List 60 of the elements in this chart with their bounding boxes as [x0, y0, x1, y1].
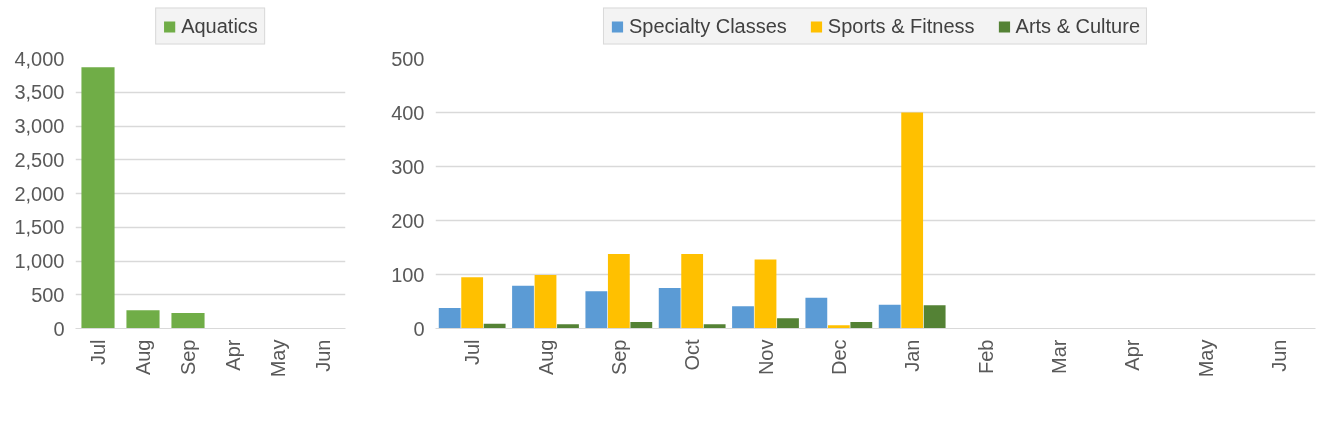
x-tick-label: Apr [1121, 339, 1144, 371]
y-tick-label: 0 [53, 317, 65, 340]
x-tick-label: Dec [827, 339, 850, 376]
x-tick-label: Jan [901, 339, 924, 372]
x-tick-label: Jul [461, 339, 484, 366]
y-tick-label: 300 [391, 155, 425, 178]
legend-label: Arts & Culture [1015, 14, 1141, 38]
y-tick-label: 3,500 [14, 81, 65, 104]
x-tick-label: Aug [132, 339, 154, 376]
y-tick-label: 2,000 [14, 182, 65, 205]
x-tick-label: Nov [754, 339, 777, 376]
y-tick-label: 100 [391, 263, 425, 286]
x-tick-label: Feb [974, 339, 997, 374]
bar [658, 288, 681, 329]
y-tick-label: 200 [391, 209, 425, 232]
x-tick-label: Oct [681, 339, 704, 371]
x-tick-label: Sep [607, 339, 630, 376]
bar [827, 325, 850, 329]
bar [126, 310, 160, 329]
bar [81, 67, 115, 329]
bar [732, 306, 754, 329]
y-tick-label: 500 [391, 47, 425, 70]
x-tick-label: Jun [312, 339, 334, 372]
y-tick-label: 1,500 [14, 216, 65, 239]
legend-label: Specialty Classes [628, 14, 787, 38]
bar [512, 285, 534, 329]
bar [901, 112, 924, 329]
bar [681, 253, 704, 329]
x-tick-label: Jun [1267, 339, 1290, 372]
y-tick-label: 4,000 [14, 47, 65, 70]
x-tick-label: May [1194, 339, 1217, 378]
bar [630, 322, 653, 329]
bar [585, 291, 608, 329]
bar [461, 277, 484, 329]
bar [923, 305, 946, 329]
y-tick-label: 3,000 [14, 115, 65, 137]
bar [703, 324, 726, 329]
bar [534, 275, 557, 329]
bar [850, 322, 873, 329]
x-tick-label: Apr [222, 339, 244, 371]
x-tick-label: May [267, 339, 289, 378]
legend-label: Aquatics [181, 14, 258, 38]
x-tick-label: Mar [1047, 339, 1070, 374]
x-tick-label: Sep [177, 339, 199, 376]
y-tick-label: 1,000 [14, 250, 65, 272]
y-tick-label: 2,500 [14, 148, 65, 171]
bar [607, 253, 630, 329]
x-tick-label: Jul [87, 339, 109, 366]
x-tick-label: Aug [534, 339, 557, 376]
bar [878, 304, 901, 329]
y-tick-label: 500 [31, 283, 65, 306]
bar [777, 318, 799, 329]
bar [438, 307, 461, 329]
bar [171, 312, 205, 329]
bar [754, 259, 777, 329]
y-tick-label: 400 [391, 101, 425, 124]
legend-label: Sports & Fitness [827, 14, 975, 38]
bar [557, 324, 579, 329]
y-tick-label: 0 [413, 317, 425, 340]
bar [805, 297, 828, 329]
